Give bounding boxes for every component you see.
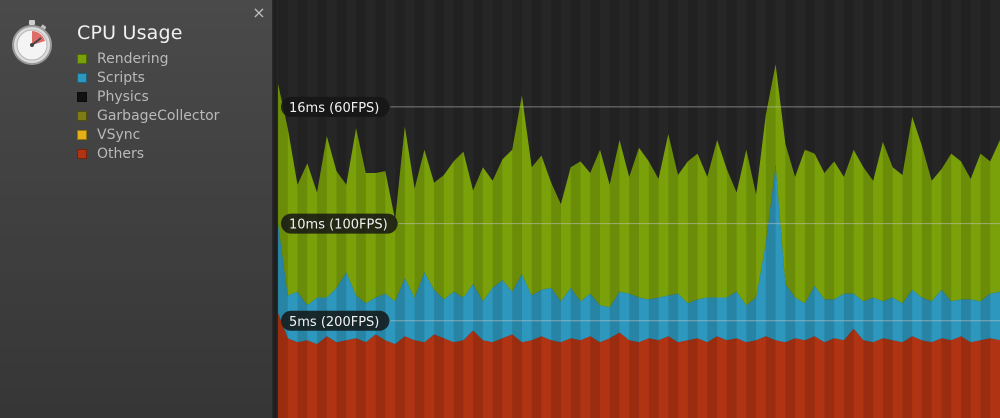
legend-swatch [77,53,87,64]
close-icon[interactable]: × [252,3,266,22]
series-area-scripts [278,165,1000,345]
legend-item-physics[interactable]: Physics [77,87,219,106]
series-area-rendering [278,64,1000,308]
legend-swatch [77,72,87,83]
splitter[interactable] [272,0,278,418]
legend-label: Physics [97,88,149,105]
legend-item-scripts[interactable]: Scripts [77,68,219,87]
legend-label: GarbageCollector [97,107,220,124]
reference-label-bg [281,310,390,331]
reference-label-5ms: 5ms (200FPS) [289,315,379,330]
reference-label-bg [281,213,398,234]
reference-label-16ms: 16ms (60FPS) [289,101,379,116]
stopwatch-icon[interactable] [8,18,56,66]
sample-banding [278,0,991,418]
legend-swatch [77,110,87,121]
reference-label-bg [281,96,390,117]
legend-label: Scripts [97,69,145,86]
chart-canvas: 16ms (60FPS) 10ms (100FPS) 5ms (200FPS) [278,0,1000,418]
legend-item-garbagecollector[interactable]: GarbageCollector [77,106,219,125]
legend-item-vsync[interactable]: VSync [77,125,219,144]
legend-item-others[interactable]: Others [77,144,219,163]
legend-swatch [77,148,87,159]
series-area-others [278,313,1000,418]
series-legend: Rendering Scripts Physics GarbageCollector V… [77,49,219,163]
cpu-usage-chart[interactable]: 16ms (60FPS) 10ms (100FPS) 5ms (200FPS) [278,0,1000,418]
reference-label-10ms: 10ms (100FPS) [289,218,388,233]
module-title: CPU Usage [77,22,183,44]
legend-label: Rendering [97,50,169,67]
legend-label: VSync [97,126,141,143]
legend-swatch [77,129,87,140]
legend-swatch [77,91,87,102]
profiler-module-sidebar: × CPU Usage Rendering Scripts Physics Garba… [0,0,272,418]
legend-item-rendering[interactable]: Rendering [77,49,219,68]
legend-label: Others [97,145,145,162]
